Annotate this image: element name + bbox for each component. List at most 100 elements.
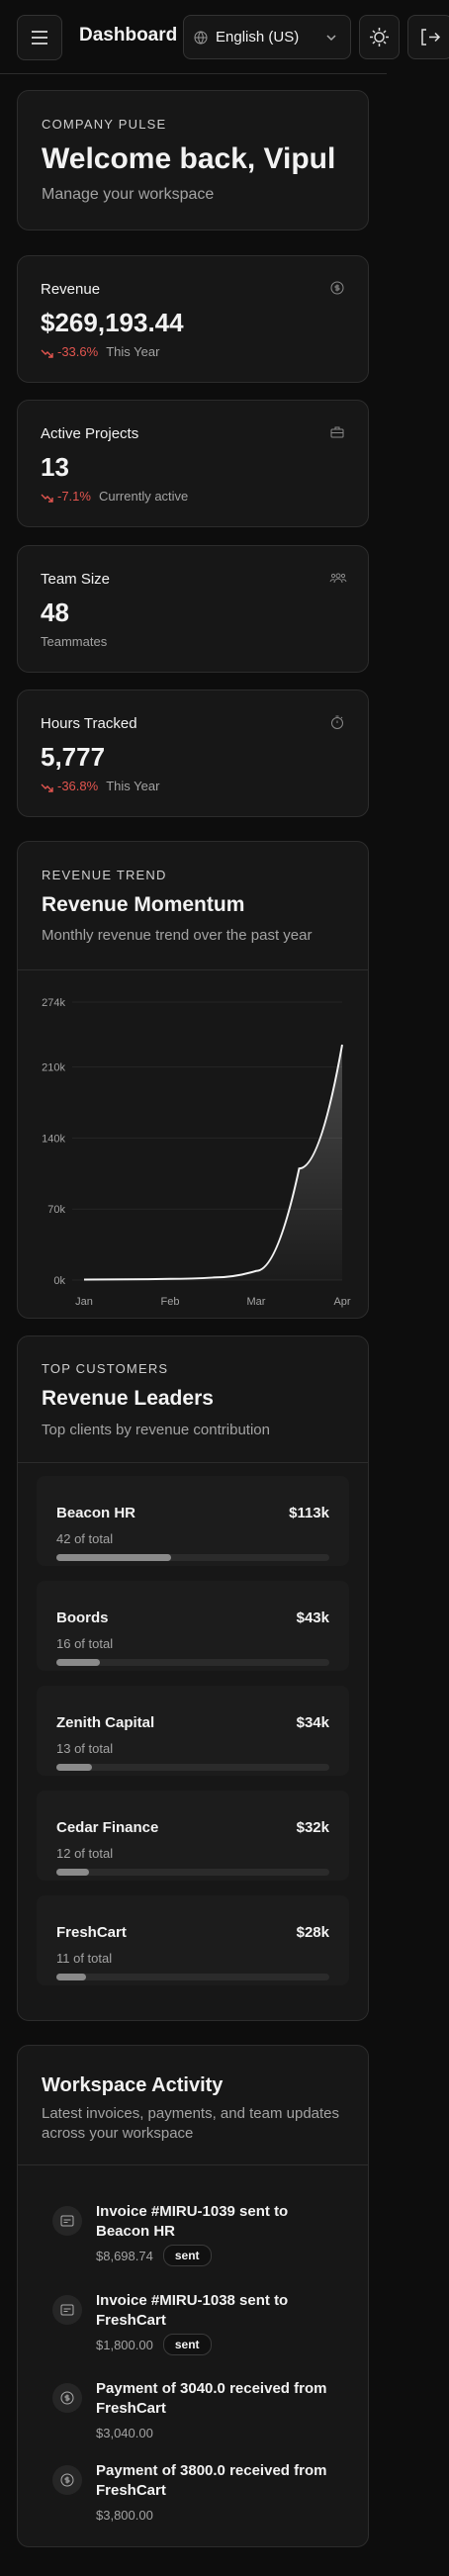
customer-share: 12 of total [56, 1846, 114, 1861]
eyebrow: REVENUE TREND [42, 868, 167, 882]
activity-subtitle: across your workspace [42, 2125, 194, 2142]
page-title: Dashboard [79, 25, 178, 46]
area [84, 1045, 342, 1280]
stat-label: Hours Tracked [41, 714, 137, 732]
share-bar [56, 1869, 90, 1876]
chart: 0k 70k 140k 210k 274k Jan Feb Mar Apr [42, 997, 351, 1308]
share-track [56, 1659, 329, 1666]
stat-delta: -33.6% [57, 344, 99, 359]
stat-card [17, 689, 369, 817]
customers-title: Revenue Leaders [42, 1387, 214, 1410]
activity-card: Workspace Activity Latest invoices, paym… [17, 2045, 369, 2547]
stat-value: 5,777 [41, 741, 106, 772]
stat-delta: -36.8% [57, 778, 99, 793]
customer-amount: $32k [296, 1819, 329, 1836]
activity-subtitle: Latest invoices, payments, and team upda… [42, 2105, 340, 2122]
stat-card [17, 544, 369, 673]
customer-row [37, 1581, 349, 1671]
customer-share: 13 of total [56, 1741, 114, 1756]
trend-icon [41, 491, 54, 508]
customer-amount: $28k [296, 1924, 329, 1941]
divider [17, 2164, 369, 2165]
y-tick-label: 210k [42, 1062, 65, 1074]
eyebrow: TOP CUSTOMERS [42, 1361, 169, 1376]
trend-icon [41, 781, 54, 798]
customer-amount: $113k [289, 1505, 329, 1521]
logout-button[interactable] [407, 15, 449, 59]
activity-title: FreshCart [96, 2482, 166, 2499]
customer-name: Beacon HR [56, 1505, 136, 1521]
activity-title: Beacon HR [96, 2223, 176, 2240]
customer-name: Cedar Finance [56, 1819, 159, 1836]
x-tick-label: Apr [333, 1296, 350, 1308]
customer-share: 11 of total [56, 1951, 113, 1966]
activity-title: Workspace Activity [42, 2074, 224, 2096]
stat-note: Currently active [98, 489, 189, 505]
activity-amount: $8,698.74 [96, 2249, 153, 2263]
y-tick-label: 0k [53, 1275, 65, 1287]
stat-card [17, 255, 369, 383]
stat-icon [329, 714, 345, 735]
customer-share: 42 of total [56, 1531, 114, 1546]
activity-icon [52, 2206, 82, 2241]
activity-title: Payment of 3040.0 received from [96, 2380, 327, 2397]
stat-label: Active Projects [41, 425, 139, 443]
x-tick-label: Jan [75, 1296, 93, 1308]
activity-icon [52, 2383, 82, 2418]
customer-name: Boords [56, 1610, 109, 1626]
stat-value: $269,193.44 [41, 308, 184, 337]
header-divider [0, 73, 387, 74]
share-bar [56, 1764, 92, 1771]
activity-icon [52, 2465, 82, 2500]
y-tick-label: 274k [42, 997, 65, 1009]
activity-amount: $1,800.00 [96, 2338, 153, 2352]
y-tick-label: 70k [47, 1204, 65, 1216]
activity-title: FreshCart [96, 2400, 166, 2417]
language-select[interactable]: English (US) [183, 15, 351, 59]
customer-amount: $43k [296, 1610, 329, 1626]
y-tick-label: 140k [42, 1133, 65, 1145]
stat-label: Revenue [41, 281, 101, 298]
share-bar [56, 1974, 87, 1980]
stat-label: Team Size [41, 570, 111, 588]
share-track [56, 1974, 329, 1980]
activity-amount: $3,800.00 [96, 2508, 153, 2523]
share-track [56, 1554, 329, 1561]
stat-card [17, 400, 369, 528]
activity-icon [52, 2295, 82, 2330]
status-badge: sent [162, 2245, 212, 2266]
x-tick-label: Feb [161, 1296, 180, 1308]
activity-title: Invoice #MIRU-1038 sent to [96, 2292, 289, 2309]
customer-row [37, 1895, 349, 1985]
stat-note: This Year [106, 344, 160, 359]
divider [17, 969, 369, 970]
welcome-subtitle: Manage your workspace [42, 186, 215, 203]
stat-note: This Year [106, 778, 160, 793]
customers-subtitle: Top clients by revenue contribution [42, 1422, 270, 1438]
stat-value: 48 [41, 597, 69, 627]
stat-icon [329, 570, 347, 591]
chart-subtitle: Monthly revenue trend over the past year [42, 927, 313, 944]
customer-row [37, 1791, 349, 1881]
activity-title: Payment of 3800.0 received from [96, 2462, 327, 2479]
x-tick-label: Mar [247, 1296, 266, 1308]
stat-note: Teammates [41, 633, 108, 649]
theme-toggle[interactable] [359, 15, 400, 59]
divider [17, 1462, 369, 1463]
stat-value: 13 [41, 452, 69, 483]
stat-icon [329, 280, 345, 301]
share-bar [56, 1659, 101, 1666]
customer-name: FreshCart [56, 1924, 127, 1941]
eyebrow: COMPANY PULSE [42, 117, 167, 132]
menu-button[interactable] [17, 15, 62, 60]
line [83, 1044, 343, 1281]
share-bar [56, 1554, 171, 1561]
language-label: English (US) [216, 29, 300, 46]
customer-row [37, 1476, 349, 1566]
customer-share: 16 of total [56, 1636, 114, 1651]
activity-amount: $3,040.00 [96, 2426, 153, 2440]
customer-name: Zenith Capital [56, 1714, 155, 1731]
trend-icon [41, 346, 54, 364]
welcome-title: Welcome back, Vipul [42, 142, 336, 175]
share-track [56, 1764, 329, 1771]
